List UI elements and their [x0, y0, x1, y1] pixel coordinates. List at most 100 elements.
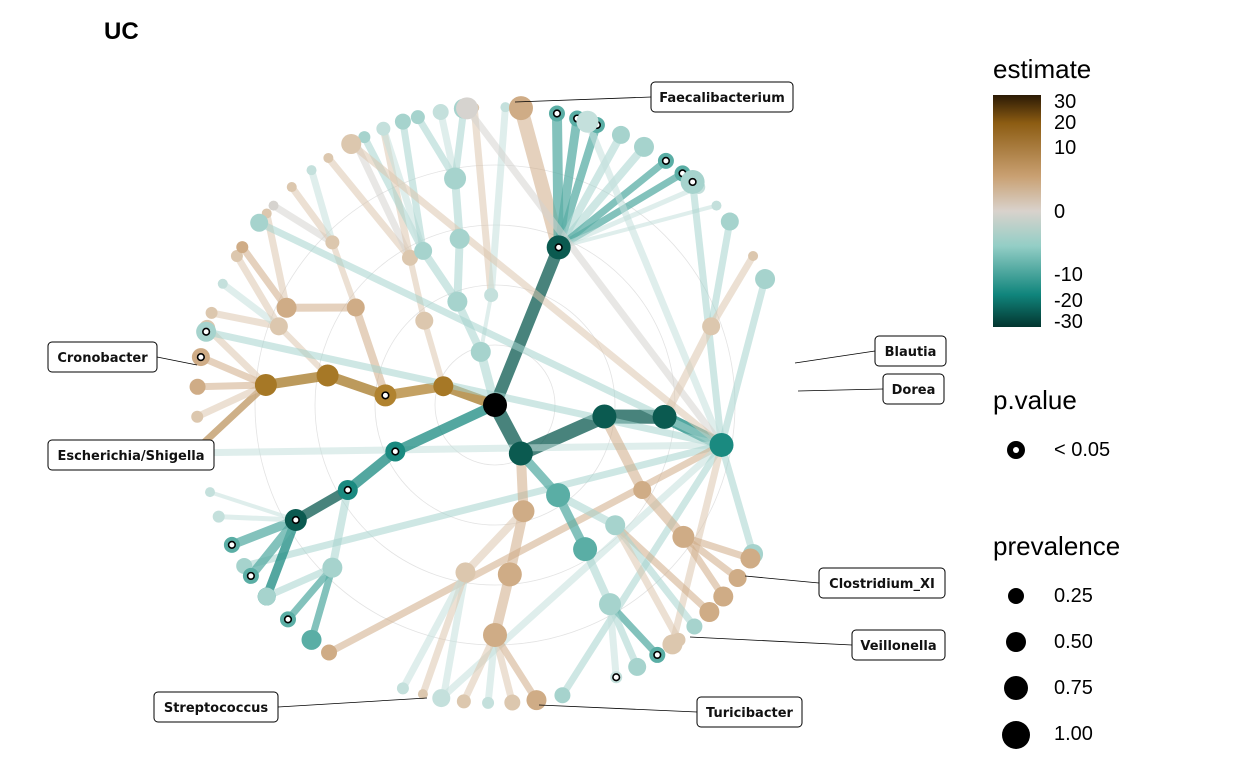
tip-label-text: Blautia	[885, 345, 937, 360]
tree-edge	[351, 138, 414, 262]
tree-node	[444, 167, 467, 190]
tree-node	[449, 228, 470, 249]
estimate-colorbar	[993, 95, 1041, 327]
tree-node	[230, 250, 243, 262]
tree-edge	[227, 515, 301, 550]
tree-node	[599, 593, 621, 616]
tree-edge	[216, 514, 299, 523]
tree-node	[508, 441, 533, 466]
tip-label-box	[153, 691, 279, 723]
tree-node	[611, 125, 630, 144]
tree-node	[497, 562, 522, 587]
tree-node	[396, 682, 409, 695]
tree-edge	[193, 381, 270, 421]
significance-marker	[202, 327, 211, 336]
tree-edge	[489, 241, 565, 411]
tree-edge	[451, 105, 468, 182]
tree-node	[286, 182, 297, 193]
tree-edge	[419, 246, 462, 306]
tree-node	[554, 687, 571, 704]
tree-node	[483, 623, 507, 647]
tree-node	[414, 241, 433, 260]
tree-edge	[263, 564, 336, 601]
tree-node	[205, 306, 218, 319]
tree-edge	[679, 533, 727, 601]
tree-node	[628, 657, 647, 676]
tip-label-box	[47, 439, 215, 471]
tip-label-box	[874, 335, 947, 367]
tip-label-box	[851, 629, 946, 661]
tip-label-dorea: Dorea	[882, 373, 945, 405]
tree-edge	[308, 166, 336, 246]
tree-node	[711, 200, 722, 211]
leader-line	[277, 697, 428, 708]
tree-node	[748, 251, 759, 261]
tree-edge	[679, 533, 754, 562]
tree-edge	[414, 113, 459, 182]
leader-line	[156, 356, 198, 366]
tree-edge	[554, 120, 601, 252]
estimate-tick-0: 0	[1054, 201, 1066, 223]
tree-edge	[255, 219, 726, 449]
pvalue-legend-label: < 0.05	[1054, 439, 1111, 461]
tree-edge	[390, 400, 500, 457]
tree-edge	[470, 104, 495, 299]
estimate-tick-minus20: -20	[1054, 290, 1083, 312]
tree-node	[671, 632, 686, 647]
tree-node	[257, 587, 276, 606]
significance-marker	[381, 391, 390, 400]
tree-edge	[606, 600, 620, 681]
tree-node	[713, 586, 734, 607]
tree-edge	[197, 353, 270, 389]
tree-node	[322, 557, 343, 578]
tree-node	[402, 249, 418, 266]
tree-node	[526, 690, 547, 711]
tip-label-text: Clostridium_XI	[829, 577, 935, 592]
tip-label-text: Escherichia/Shigella	[57, 449, 204, 464]
pvalue-legend-marker	[1007, 441, 1025, 459]
significance-marker	[554, 243, 563, 252]
tree-node	[376, 121, 391, 136]
tree-node	[482, 696, 495, 709]
tip-label-escherichia: Escherichia/Shigella	[47, 439, 215, 471]
prevalence-label-075: 0.75	[1054, 677, 1093, 699]
tree-node	[634, 136, 654, 157]
tree-edges	[193, 101, 769, 707]
tree-edge	[453, 234, 464, 306]
tree-edge	[240, 441, 726, 570]
tree-node	[276, 297, 297, 318]
tree-node	[455, 562, 476, 583]
tip-label-text: Turicibacter	[706, 706, 794, 721]
prevalence-dot-050	[1006, 632, 1026, 652]
tree-node	[484, 288, 499, 303]
tree-edge	[329, 239, 359, 311]
tip-label-box	[696, 696, 803, 728]
significance-marker	[246, 571, 255, 581]
tree-node	[254, 373, 277, 396]
tree-node	[720, 212, 739, 231]
tree-edge	[197, 441, 726, 457]
tip-label-text: Veillonella	[860, 639, 936, 654]
tree-node	[346, 298, 365, 317]
estimate-tick-30: 30	[1054, 91, 1077, 113]
leader-line	[744, 575, 820, 584]
tree-edge	[421, 317, 447, 390]
tree-edge	[328, 486, 352, 572]
significance-marker	[196, 352, 205, 362]
tree-node	[358, 131, 371, 144]
significance-marker	[552, 109, 562, 118]
tree-edge	[660, 322, 716, 421]
tree-edge	[399, 568, 469, 692]
tree-edge	[246, 515, 301, 581]
significance-marker	[653, 650, 662, 660]
tree-node	[437, 692, 450, 705]
significance-marker	[227, 540, 236, 550]
tree-node	[652, 404, 677, 429]
leader-line	[689, 636, 853, 646]
tree-node	[500, 102, 511, 113]
tree-node	[323, 152, 334, 163]
leader-line	[538, 704, 698, 713]
estimate-tick-minus10: -10	[1054, 264, 1083, 286]
tree-node	[633, 481, 652, 499]
